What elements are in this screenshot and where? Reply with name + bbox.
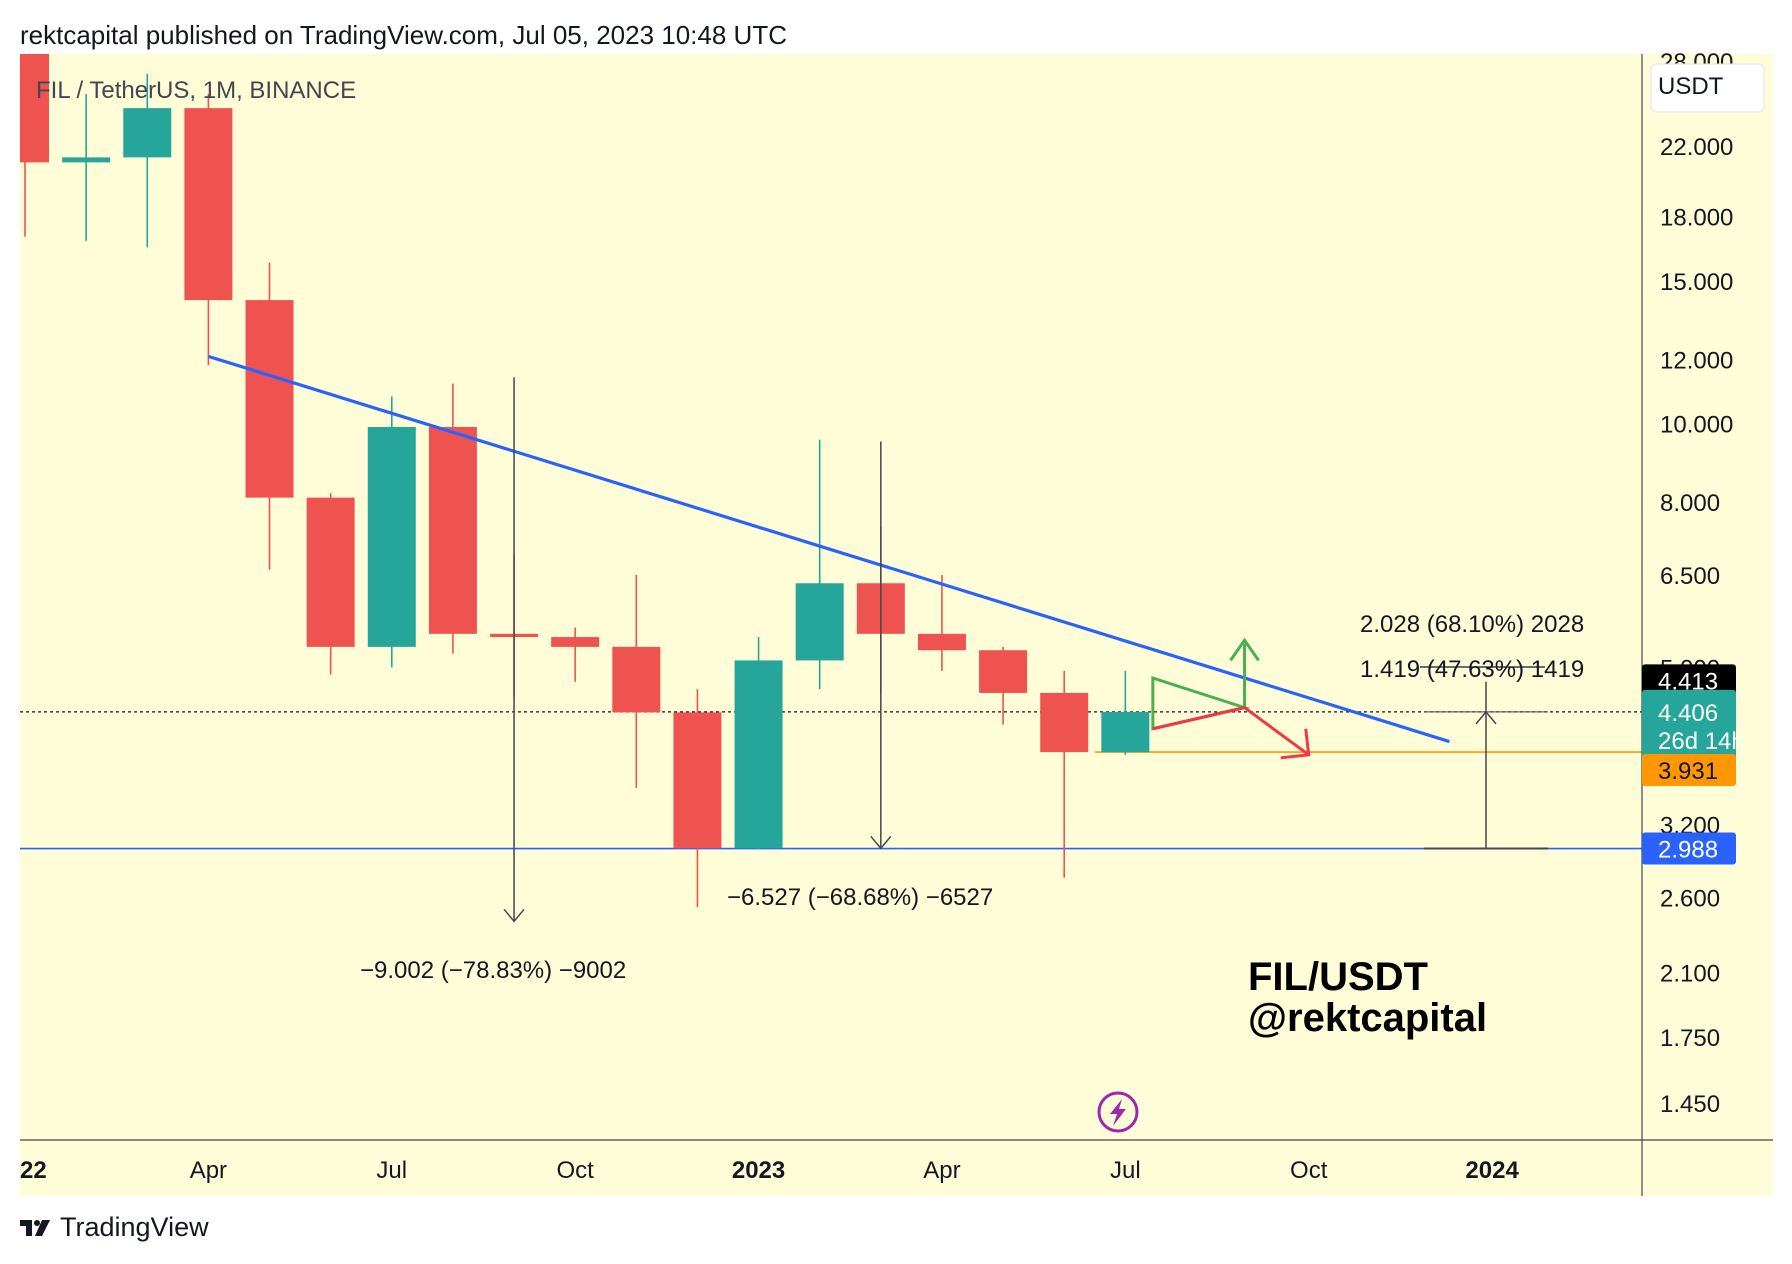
candle-body[interactable] [245, 300, 294, 498]
measure-arrowhead [503, 908, 525, 923]
currency-label: USDT [1658, 73, 1724, 100]
candle-body[interactable] [1, 0, 49, 163]
y-tick-label: 12.000 [1660, 347, 1733, 374]
chart-layer [20, 711, 1642, 850]
chart-layer [1151, 637, 1311, 760]
x-tick-label: Oct [1290, 1157, 1328, 1184]
y-tick-label: 15.000 [1660, 269, 1733, 296]
candle-body[interactable] [184, 108, 233, 301]
descending-trendline[interactable] [207, 354, 1450, 744]
x-tick-label: Oct [556, 1157, 594, 1184]
published-header: rektcapital published on TradingView.com… [20, 20, 787, 50]
x-tick-label: Jul [376, 1157, 407, 1184]
chart-layer [1, 0, 1150, 908]
candle-body[interactable] [123, 108, 172, 158]
candle-body[interactable] [734, 660, 783, 849]
symbol-label: FIL / TetherUS, 1M, BINANCE [36, 77, 356, 104]
measure-arrowhead [870, 835, 892, 850]
red-breakdown-arrow [1243, 706, 1310, 757]
candle-body[interactable] [673, 712, 722, 849]
countdown-label: 26d 14h [1658, 728, 1745, 755]
candle-body[interactable] [612, 646, 661, 713]
candle-body[interactable] [979, 650, 1028, 693]
currency-selector[interactable] [1650, 63, 1765, 113]
x-tick-label: 22 [20, 1157, 47, 1184]
x-tick-label: Apr [923, 1157, 960, 1184]
last-price-tag-bg [1642, 664, 1736, 697]
current-price-tag: 4.406 [1658, 700, 1718, 727]
text-layer: 28.00022.00018.00015.00012.00010.0008.00… [20, 49, 1765, 1184]
y-tick-label: 1.450 [1660, 1091, 1720, 1118]
tradingview-logo-text: TradingView [60, 1212, 209, 1242]
y-tick-label: 8.000 [1660, 490, 1720, 517]
chart-layer [207, 354, 1450, 744]
measure-label: 1.419 (47.63%) 1419 [1360, 656, 1584, 683]
y-tick-label: 22.000 [1660, 134, 1733, 161]
candle-body[interactable] [551, 637, 600, 647]
tradingview-logo-icon [20, 1219, 50, 1236]
y-tick-label: 6.500 [1660, 563, 1720, 590]
candle-body[interactable] [306, 497, 355, 647]
candle-body[interactable] [428, 426, 477, 634]
x-tick-label: 2024 [1465, 1157, 1519, 1184]
watermark-title: FIL/USDT [1248, 955, 1428, 999]
orange-level-tag-bg [1642, 754, 1736, 787]
tradingview-logo[interactable]: TradingView [20, 1212, 209, 1243]
measure-label: −9.002 (−78.83%) −9002 [360, 957, 626, 984]
y-tick-label: 1.750 [1660, 1025, 1720, 1052]
measure-label: 2.028 (68.10%) 2028 [1360, 611, 1584, 638]
y-tick-label: 2.100 [1660, 961, 1720, 988]
lightning-bolt [1110, 1099, 1126, 1126]
watermark-handle: @rektcapital [1248, 996, 1487, 1040]
red-arrowhead [1280, 728, 1311, 760]
orange-level-tag: 3.931 [1658, 758, 1718, 785]
green-arrowhead [1229, 637, 1260, 662]
candle-body[interactable] [917, 633, 966, 651]
y-tick-label: 18.000 [1660, 205, 1733, 232]
candle-body[interactable] [795, 583, 844, 661]
chart-layer [503, 377, 1549, 923]
red-projection-leg [1152, 706, 1245, 731]
current-price-tag-bg [1642, 689, 1736, 766]
axis-layer [20, 54, 1773, 1196]
x-tick-label: Apr [190, 1157, 227, 1184]
candle-body[interactable] [1040, 692, 1089, 753]
candle-body[interactable] [62, 157, 111, 163]
y-tick-label: 10.000 [1660, 411, 1733, 438]
x-tick-label: 2023 [732, 1157, 785, 1184]
candle-body[interactable] [367, 426, 416, 647]
support-level-tag-bg [1642, 832, 1736, 865]
x-tick-label: Jul [1110, 1157, 1141, 1184]
y-tick-label: 2.600 [1660, 886, 1720, 913]
candle-body[interactable] [1101, 711, 1150, 753]
lightning-icon[interactable] [1097, 1091, 1139, 1133]
measure-label: −6.527 (−68.68%) −6527 [727, 884, 993, 911]
support-level-tag: 2.988 [1658, 837, 1718, 864]
